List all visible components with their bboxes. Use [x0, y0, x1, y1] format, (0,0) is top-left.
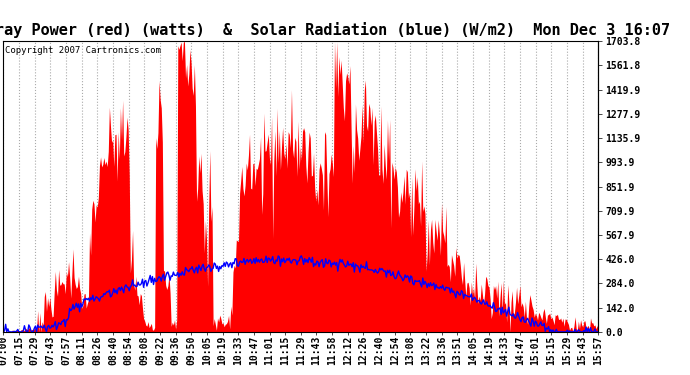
Text: West Array Power (red) (watts)  &  Solar Radiation (blue) (W/m2)  Mon Dec 3 16:0: West Array Power (red) (watts) & Solar R… — [0, 22, 671, 38]
Text: Copyright 2007 Cartronics.com: Copyright 2007 Cartronics.com — [5, 46, 161, 55]
